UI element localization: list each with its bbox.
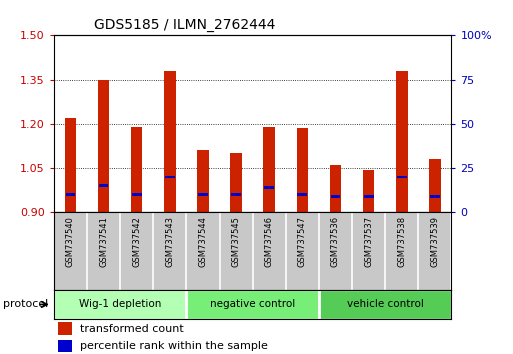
- Text: transformed count: transformed count: [80, 324, 184, 333]
- Bar: [58, 340, 72, 352]
- Bar: [197, 150, 209, 212]
- Bar: [363, 170, 374, 212]
- Text: Wig-1 depletion: Wig-1 depletion: [79, 299, 161, 309]
- Bar: [198, 193, 208, 196]
- Bar: [165, 176, 175, 178]
- Bar: [297, 128, 308, 212]
- Text: GSM737538: GSM737538: [397, 216, 406, 267]
- Bar: [264, 186, 274, 189]
- Bar: [132, 193, 142, 196]
- Text: GDS5185 / ILMN_2762444: GDS5185 / ILMN_2762444: [93, 18, 275, 32]
- Text: GSM737547: GSM737547: [298, 216, 307, 267]
- Text: GSM737536: GSM737536: [331, 216, 340, 267]
- Bar: [364, 195, 373, 198]
- Bar: [231, 193, 241, 196]
- Bar: [319, 290, 451, 319]
- Text: percentile rank within the sample: percentile rank within the sample: [80, 341, 268, 351]
- Text: GSM737546: GSM737546: [265, 216, 274, 267]
- Bar: [429, 159, 441, 212]
- Text: GSM737543: GSM737543: [165, 216, 174, 267]
- Text: GSM737545: GSM737545: [231, 216, 241, 267]
- Bar: [54, 290, 186, 319]
- Text: GSM737544: GSM737544: [199, 216, 207, 267]
- Bar: [230, 153, 242, 212]
- Text: protocol: protocol: [3, 299, 48, 309]
- Bar: [131, 127, 143, 212]
- Bar: [98, 184, 108, 187]
- Bar: [58, 322, 72, 335]
- Text: negative control: negative control: [210, 299, 295, 309]
- Text: GSM737537: GSM737537: [364, 216, 373, 267]
- Bar: [66, 193, 75, 196]
- Bar: [164, 71, 175, 212]
- Bar: [396, 71, 407, 212]
- Text: GSM737541: GSM737541: [99, 216, 108, 267]
- Bar: [186, 290, 319, 319]
- Bar: [98, 80, 109, 212]
- Text: GSM737542: GSM737542: [132, 216, 141, 267]
- Bar: [330, 195, 341, 198]
- Bar: [397, 176, 407, 178]
- Text: vehicle control: vehicle control: [347, 299, 424, 309]
- Bar: [298, 193, 307, 196]
- Bar: [263, 127, 275, 212]
- Bar: [430, 195, 440, 198]
- Text: GSM737540: GSM737540: [66, 216, 75, 267]
- Bar: [65, 118, 76, 212]
- Bar: [330, 165, 341, 212]
- Text: GSM737539: GSM737539: [430, 216, 439, 267]
